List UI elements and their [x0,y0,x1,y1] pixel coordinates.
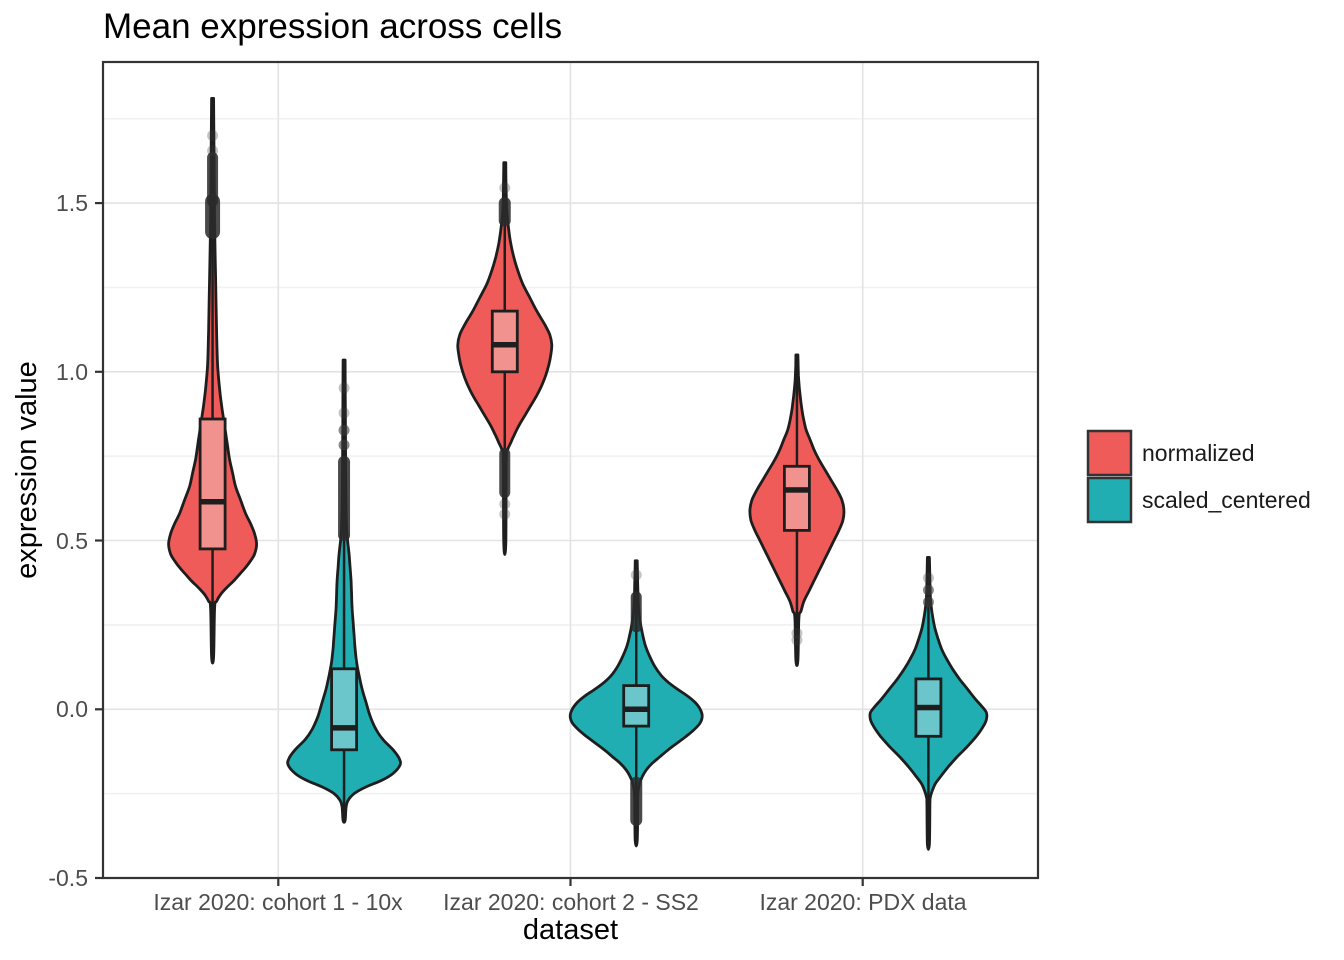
outlier-point-normalized-2 [499,508,511,520]
outlier-point-normalized-2 [499,182,511,194]
outlier-point-scaled_centered-3 [922,584,934,596]
x-tick-label-pdx: Izar 2020: PDX data [759,889,967,915]
y-tick-label-0.0: 0.0 [56,696,88,722]
y-tick-label-neg0.5: -0.5 [48,865,88,891]
x-tick-label-cohort2: Izar 2020: cohort 2 - SS2 [443,889,699,915]
y-tick-label-1.0: 1.0 [56,359,88,385]
outlier-point-scaled_centered-1 [338,407,350,419]
x-axis-title: dataset [522,914,619,946]
y-tick-label-1.5: 1.5 [56,190,88,216]
median-normalized-3 [784,487,810,493]
outlier-point-scaled_centered-1 [338,439,350,451]
legend-swatch-normalized [1086,429,1133,477]
x-tick-label-cohort1: Izar 2020: cohort 1 - 10x [153,889,403,915]
chart-title: Mean expression across cells [103,7,563,46]
median-scaled_centered-2 [623,706,649,712]
legend-label-normalized: normalized [1142,440,1255,466]
outlier-point-normalized-1 [207,130,219,142]
outlier-point-normalized-2 [499,498,511,510]
outlier-point-normalized-1 [207,145,219,157]
outlier-point-scaled_centered-1 [338,382,350,394]
box-scaled_centered-1 [330,667,359,752]
outlier-point-scaled_centered-1 [338,424,350,436]
outlier-point-scaled_centered-3 [922,572,934,584]
y-tick-label-0.5: 0.5 [56,528,88,554]
median-normalized-1 [200,499,226,505]
legend-label-scaled-centered: scaled_centered [1142,487,1311,513]
box-normalized-2 [490,309,519,374]
box-scaled_centered-2 [622,684,651,728]
box-normalized-3 [783,464,811,532]
median-scaled_centered-3 [915,704,941,711]
median-scaled_centered-1 [331,725,357,731]
outlier-point-scaled_centered-2 [630,569,642,581]
median-normalized-2 [492,342,518,348]
legend-swatch-scaled_centered [1086,476,1133,524]
box-normalized-1 [198,417,227,551]
outlier-point-normalized-3 [791,634,803,646]
outlier-point-scaled_centered-3 [922,596,934,608]
outlier-point-normalized-3 [791,627,803,639]
